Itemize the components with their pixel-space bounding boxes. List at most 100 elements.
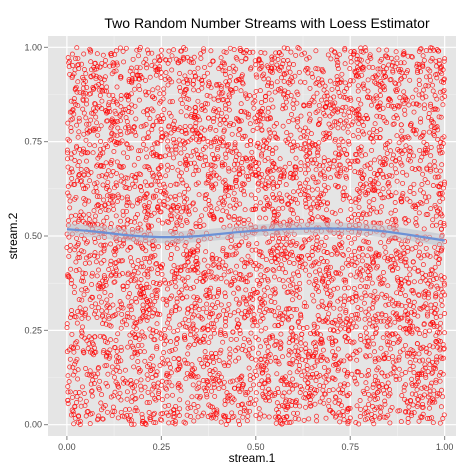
scatter-point bbox=[296, 69, 302, 75]
scatter-point bbox=[273, 342, 279, 348]
scatter-point bbox=[382, 391, 387, 397]
scatter-point bbox=[263, 367, 269, 373]
scatter-point bbox=[239, 58, 245, 64]
scatter-point bbox=[65, 156, 70, 162]
scatter-point bbox=[211, 216, 217, 222]
scatter-point bbox=[129, 394, 135, 400]
scatter-point bbox=[263, 94, 268, 100]
scatter-point bbox=[68, 277, 74, 283]
scatter-point bbox=[321, 155, 327, 161]
scatter-point bbox=[155, 244, 161, 250]
scatter-point bbox=[95, 282, 101, 288]
scatter-point bbox=[236, 77, 242, 83]
scatter-point bbox=[115, 383, 121, 389]
scatter-point bbox=[370, 139, 376, 145]
scatter-point bbox=[377, 274, 383, 280]
scatter-point bbox=[314, 284, 320, 289]
scatter-point bbox=[98, 138, 104, 144]
scatter-point bbox=[87, 142, 93, 148]
scatter-point bbox=[344, 175, 349, 181]
scatter-point bbox=[259, 153, 265, 159]
scatter-point bbox=[244, 95, 250, 101]
scatter-point bbox=[199, 81, 205, 87]
scatter-point bbox=[357, 181, 363, 187]
scatter-point bbox=[283, 70, 289, 76]
scatter-point bbox=[263, 257, 269, 263]
scatter-point bbox=[147, 399, 152, 405]
scatter-point bbox=[403, 325, 409, 331]
scatter-point bbox=[344, 151, 350, 157]
scatter-point bbox=[321, 383, 327, 389]
scatter-point bbox=[372, 349, 377, 355]
scatter-point bbox=[195, 270, 201, 276]
scatter-point bbox=[301, 186, 307, 192]
scatter-point bbox=[226, 214, 232, 220]
scatter-point bbox=[160, 397, 165, 403]
scatter-point bbox=[267, 168, 273, 174]
scatter-point bbox=[101, 242, 107, 248]
scatter-point bbox=[293, 403, 298, 409]
scatter-point bbox=[281, 390, 287, 396]
scatter-point bbox=[64, 325, 70, 331]
scatter-point bbox=[234, 263, 240, 269]
scatter-point bbox=[275, 359, 281, 364]
scatter-point bbox=[193, 221, 199, 227]
scatter-point bbox=[403, 143, 409, 149]
scatter-point bbox=[428, 302, 434, 308]
scatter-point bbox=[245, 242, 251, 248]
scatter-point bbox=[149, 386, 155, 392]
scatter-point bbox=[436, 114, 442, 120]
scatter-point bbox=[411, 309, 417, 315]
scatter-point bbox=[324, 284, 330, 290]
scatter-point bbox=[330, 123, 336, 129]
scatter-point bbox=[217, 117, 223, 123]
scatter-point bbox=[250, 296, 256, 302]
scatter-point bbox=[176, 361, 182, 367]
scatter-point bbox=[113, 379, 119, 385]
scatter-point bbox=[313, 269, 319, 275]
scatter-point bbox=[83, 71, 89, 77]
scatter-point bbox=[439, 162, 445, 168]
scatter-point bbox=[367, 275, 373, 281]
scatter-point bbox=[408, 397, 413, 403]
scatter-point bbox=[340, 139, 346, 145]
scatter-point bbox=[111, 69, 117, 75]
scatter-point bbox=[362, 163, 368, 169]
scatter-point bbox=[394, 178, 400, 184]
scatter-point bbox=[214, 147, 220, 153]
scatter-point bbox=[326, 388, 332, 393]
scatter-point bbox=[340, 105, 346, 111]
scatter-point bbox=[179, 177, 185, 183]
scatter-point bbox=[160, 296, 166, 302]
scatter-point bbox=[299, 373, 305, 378]
scatter-point bbox=[110, 92, 116, 98]
scatter-point bbox=[135, 343, 141, 348]
scatter-point bbox=[348, 206, 354, 212]
scatter-point bbox=[175, 382, 181, 388]
scatter-point bbox=[194, 386, 200, 392]
scatter-point bbox=[221, 413, 226, 419]
scatter-point bbox=[399, 371, 405, 377]
scatter-point bbox=[188, 374, 194, 380]
scatter-point bbox=[399, 137, 405, 143]
scatter-point bbox=[225, 398, 231, 404]
scatter-point bbox=[67, 314, 73, 320]
scatter-point bbox=[103, 58, 108, 63]
scatter-point bbox=[165, 162, 171, 168]
scatter-point bbox=[278, 262, 284, 268]
scatter-point bbox=[303, 180, 308, 186]
scatter-point bbox=[221, 308, 227, 314]
scatter-point bbox=[354, 56, 360, 62]
scatter-point bbox=[68, 128, 74, 134]
scatter-point bbox=[281, 170, 287, 176]
scatter-point bbox=[359, 277, 365, 283]
scatter-point bbox=[402, 293, 408, 299]
scatter-point bbox=[170, 121, 176, 127]
scatter-point bbox=[79, 384, 85, 390]
scatter-point bbox=[203, 101, 209, 106]
scatter-point bbox=[96, 267, 101, 273]
scatter-point bbox=[105, 350, 111, 356]
scatter-point bbox=[185, 139, 191, 145]
scatter-point bbox=[368, 292, 374, 298]
scatter-point bbox=[347, 113, 353, 119]
